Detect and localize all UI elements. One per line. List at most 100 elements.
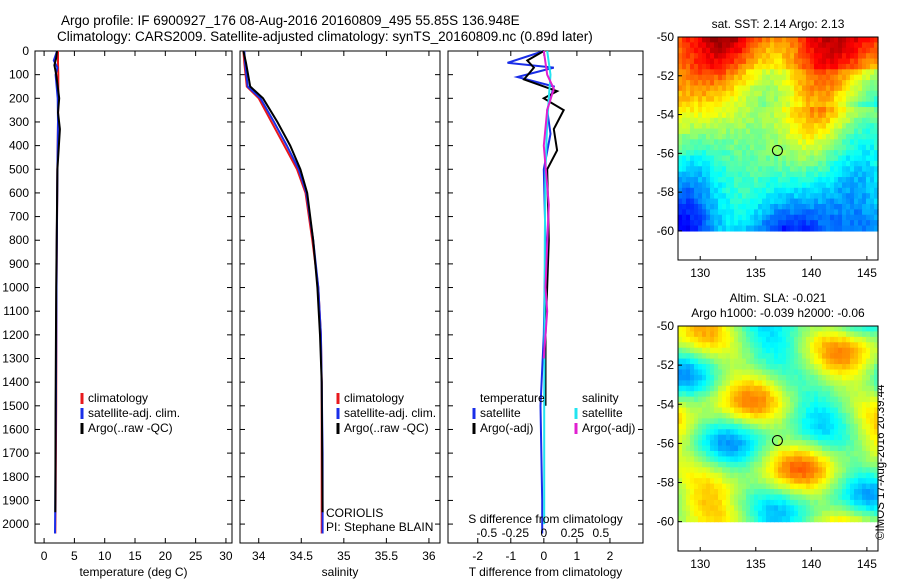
sla-map-cell	[806, 347, 811, 354]
sst-map-cell	[834, 90, 839, 97]
sst-map-cell	[850, 47, 855, 54]
sla-map-cell	[686, 418, 691, 425]
sal-diff-tick-label: -0.5	[477, 526, 498, 540]
sst-map-cell	[770, 203, 775, 210]
sla-map-cell	[802, 489, 807, 496]
sla-map-cell	[790, 396, 795, 403]
sst-map-cell	[698, 107, 703, 114]
sst-map-cell	[858, 80, 863, 87]
sst-map-cell	[774, 203, 779, 210]
sla-map-cell	[874, 423, 879, 430]
sla-map-cell	[714, 434, 719, 441]
sst-map-cell	[814, 214, 819, 221]
sla-map-cell	[818, 429, 823, 436]
sla-map-cell	[698, 407, 703, 414]
sla-map-cell	[818, 374, 823, 381]
sst-map-cell	[726, 128, 731, 135]
sla-map-cell	[802, 342, 807, 349]
sst-map-cell	[710, 203, 715, 210]
sla-map-cell	[806, 374, 811, 381]
sla-map-cell	[846, 364, 851, 371]
sla-map-cell	[822, 407, 827, 414]
sla-map-cell	[770, 434, 775, 441]
sla-map-cell	[834, 489, 839, 496]
sla-map-cell	[706, 489, 711, 496]
sst-map-cell	[734, 220, 739, 227]
sla-map-cell	[790, 478, 795, 485]
sla-map-cell	[714, 418, 719, 425]
sla-map-cell	[798, 358, 803, 365]
sst-map-cell	[754, 177, 759, 184]
sst-map-cell	[834, 133, 839, 140]
sst-map-cell	[838, 220, 843, 227]
sst-map-cell	[678, 123, 683, 130]
sst-map-cell	[686, 53, 691, 60]
sla-map-cell	[730, 380, 735, 387]
sst-map-cell	[766, 177, 771, 184]
sla-map-cell	[746, 396, 751, 403]
sla-map-cell	[798, 499, 803, 506]
sst-map-cell	[694, 69, 699, 76]
sst-map-cell	[854, 47, 859, 54]
sla-map-cell	[718, 445, 723, 452]
sst-map-cell	[810, 96, 815, 103]
sla-map-cell	[858, 499, 863, 506]
sst-map-cell	[726, 139, 731, 146]
sla-map-cell	[714, 412, 719, 419]
sst-map-cell	[778, 182, 783, 189]
sst-map-cell	[690, 133, 695, 140]
sla-map-cell	[826, 396, 831, 403]
sst-map-cell	[794, 150, 799, 157]
sla-map-cell	[754, 478, 759, 485]
sla-map-cell	[770, 516, 775, 523]
sla-map-cell	[730, 407, 735, 414]
sst-map-cell	[826, 209, 831, 216]
sst-map-cell	[782, 166, 787, 173]
sla-map-cell	[766, 451, 771, 458]
sst-map-cell	[686, 47, 691, 54]
sla-map-cell	[694, 489, 699, 496]
sst-map-ytick-label: -52	[657, 69, 675, 83]
sla-map-cell	[758, 489, 763, 496]
sla-map-cell	[822, 434, 827, 441]
sla-map-cell	[810, 369, 815, 376]
sst-map-cell	[742, 85, 747, 92]
sst-map-cell	[758, 85, 763, 92]
sst-map-cell	[738, 112, 743, 119]
sst-map-cell	[766, 155, 771, 162]
sst-map-cell	[806, 133, 811, 140]
sla-map-cell	[778, 499, 783, 506]
sla-map-cell	[858, 478, 863, 485]
sla-map-cell	[738, 353, 743, 360]
sst-map-cell	[842, 133, 847, 140]
sla-map-cell	[798, 342, 803, 349]
sst-map-cell	[802, 123, 807, 130]
sst-map-cell	[714, 220, 719, 227]
sst-map-cell	[818, 225, 823, 232]
sla-map-cell	[698, 434, 703, 441]
sst-map-cell	[698, 193, 703, 200]
sla-map-cell	[694, 391, 699, 398]
sla-map-cell	[874, 331, 879, 338]
sla-map-cell	[830, 369, 835, 376]
sst-map-cell	[742, 80, 747, 87]
sst-map-cell	[862, 193, 867, 200]
sst-map-cell	[730, 187, 735, 194]
sla-map-cell	[874, 358, 879, 365]
sst-map-cell	[786, 144, 791, 151]
sst-map-cell	[858, 128, 863, 135]
sst-map-cell	[726, 90, 731, 97]
sst-map-cell	[858, 107, 863, 114]
sla-map-cell	[710, 364, 715, 371]
sla-map-cell	[866, 434, 871, 441]
sst-map-cell	[694, 160, 699, 167]
sla-map-cell	[786, 494, 791, 501]
sla-map-cell	[698, 429, 703, 436]
sla-map-cell	[738, 347, 743, 354]
sla-map-cell	[690, 429, 695, 436]
sla-map-cell	[722, 494, 727, 501]
sla-map-cell	[870, 472, 875, 479]
sla-map-cell	[802, 331, 807, 338]
sla-map-cell	[782, 326, 787, 333]
sla-map-cell	[762, 516, 767, 523]
